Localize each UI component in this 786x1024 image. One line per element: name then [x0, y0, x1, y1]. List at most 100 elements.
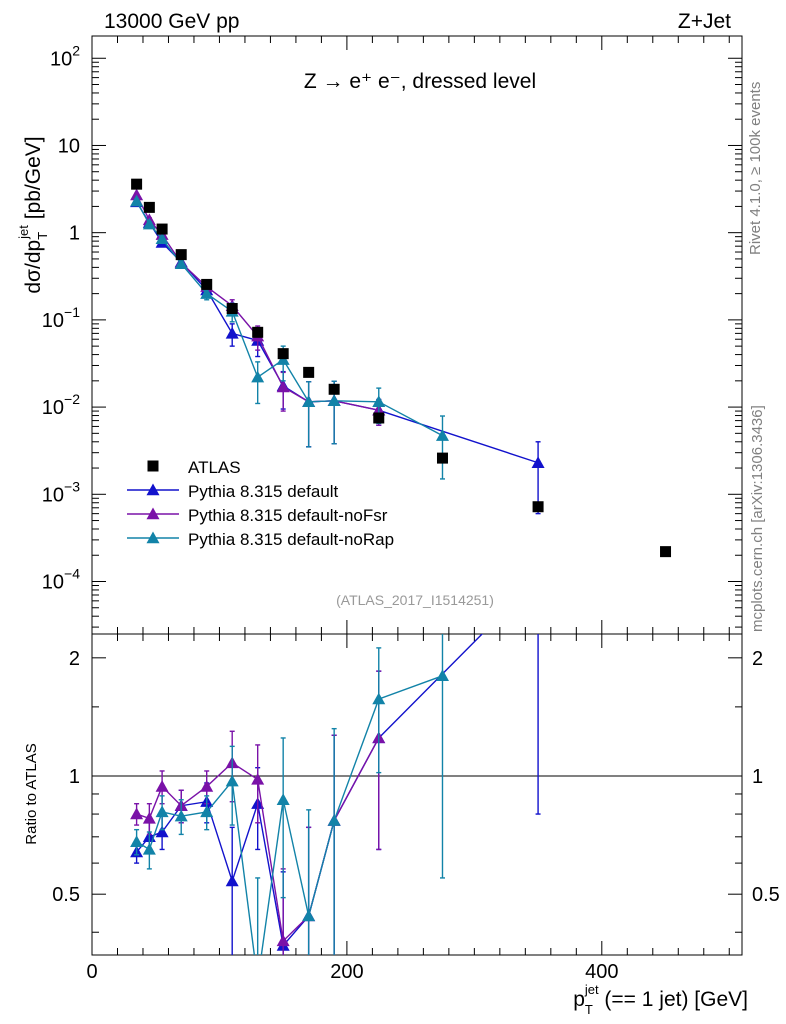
ratio-error-bar [439, 634, 445, 879]
atlas-data-point [436, 452, 448, 464]
legend: ATLAS Pythia 8.315 default Pythia 8.315 de… [127, 458, 394, 549]
series-line [135, 200, 443, 437]
ratio-point [155, 805, 169, 818]
ratio-point [200, 780, 214, 792]
legend-marker-atlas [147, 460, 159, 472]
atlas-data-point [201, 278, 213, 290]
series-point [327, 394, 341, 407]
y-tick-label: 10−4 [42, 565, 80, 593]
series-point [435, 429, 449, 441]
legend-label: Pythia 8.315 default [188, 482, 339, 501]
series-error-bar [439, 415, 445, 480]
series-point [531, 456, 545, 468]
ratio-error-bar [255, 877, 261, 955]
atlas-data-point [532, 501, 544, 513]
atlas-data-point [328, 383, 340, 395]
ratio-tick-label: 2 [69, 648, 80, 670]
atlas-data-point [252, 326, 264, 338]
ratio-panel-frame [91, 633, 743, 956]
main-panel-data [130, 178, 672, 558]
ratio-point [130, 807, 144, 820]
series-point [372, 395, 386, 407]
atlas-data-point [660, 546, 672, 558]
ratio-point [276, 934, 290, 947]
legend-marker [146, 507, 160, 520]
ratio-point [372, 692, 386, 705]
ratio-error-bar [280, 737, 286, 899]
x-tick-label: 0 [86, 961, 97, 983]
legend-marker [146, 531, 160, 544]
legend-label: ATLAS [188, 458, 241, 477]
rivet-version-label: Rivet 4.1.0, ≥ 100k events [747, 82, 764, 255]
y-tick-label: 10 [58, 135, 80, 157]
ratio-y-axis: 0.5 0.5 1 1 2 2 [52, 648, 780, 933]
header-process-label: Z+Jet [678, 10, 731, 33]
series-point [276, 380, 290, 393]
atlas-data-point [143, 201, 155, 213]
atlas-data-point [156, 223, 168, 235]
series-point [142, 217, 156, 230]
ratio-error-bar [229, 826, 235, 955]
series-point [302, 395, 316, 407]
legend-label: Pythia 8.315 default-noRap [188, 530, 394, 549]
legend-label: Pythia 8.315 default-noFsr [188, 506, 388, 525]
ratio-point [130, 835, 144, 847]
y-axis-label: dσ/dpTjet [pb/GeV] [16, 136, 50, 293]
ratio-error-bar [331, 727, 337, 955]
y-tick-label: 1 [69, 223, 80, 245]
atlas-data-point [226, 303, 238, 315]
ratio-panel-data [130, 571, 545, 987]
atlas-data-point [175, 249, 187, 261]
y-tick-label: 10−3 [42, 478, 80, 506]
series-point [225, 326, 239, 339]
ratio-point [142, 842, 156, 855]
ratio-point [142, 811, 156, 824]
ratio-tick-label-right: 0.5 [752, 884, 780, 906]
ratio-error-bar [376, 647, 382, 774]
ratio-point [276, 793, 290, 805]
atlas-data-point [131, 178, 143, 190]
mcplots-label: mcplots.cern.ch [arXiv:1306.3436] [749, 405, 766, 632]
x-tick-label: 400 [585, 961, 618, 983]
atlas-data-point [373, 412, 385, 424]
atlas-data-point [303, 366, 315, 378]
series-error-bar [255, 361, 261, 405]
legend-marker [146, 483, 160, 496]
ratio-y-axis-label: Ratio to ATLAS [23, 743, 40, 844]
x-axis-label: pTjet (== 1 jet) [GeV] [573, 982, 748, 1017]
ratio-point [327, 814, 341, 826]
ratio-line [136, 675, 443, 955]
ratio-point [155, 825, 169, 838]
header-beam-label: 13000 GeV pp [104, 10, 239, 33]
ratio-tick-label: 0.5 [52, 884, 80, 906]
y-tick-label: 10−1 [42, 304, 80, 332]
series-error-bar [306, 381, 312, 448]
ratio-point [251, 772, 265, 785]
ratio-point [174, 809, 188, 822]
y-tick-label: 102 [50, 42, 80, 70]
series-point [130, 188, 144, 201]
chart-title: Z → e⁺ e⁻, dressed level [304, 70, 536, 93]
ratio-point [435, 669, 449, 681]
main-y-axis: 102 10 1 10−1 10−2 10−3 10−4 [42, 42, 742, 628]
ratio-point [532, 571, 545, 583]
ratio-tick-label-right: 2 [752, 648, 763, 670]
ratio-point [251, 975, 264, 987]
ratio-line [136, 634, 484, 948]
ratio-point [302, 909, 316, 922]
y-tick-label: 10−2 [42, 391, 80, 419]
ratio-tick-label: 1 [69, 766, 80, 788]
atlas-data-point [277, 348, 289, 360]
ratio-point [200, 805, 214, 818]
ratio-error-bar [306, 809, 312, 955]
analysis-id: (ATLAS_2017_I1514251) [336, 592, 494, 608]
ratio-point [225, 774, 239, 787]
ratio-error-bar [535, 634, 541, 815]
x-axis: 0 200 400 [86, 36, 730, 983]
series-point [155, 232, 169, 245]
x-tick-label: 200 [330, 961, 363, 983]
series-point [200, 287, 214, 299]
series-point [251, 370, 265, 383]
ratio-tick-label-right: 1 [752, 766, 763, 788]
